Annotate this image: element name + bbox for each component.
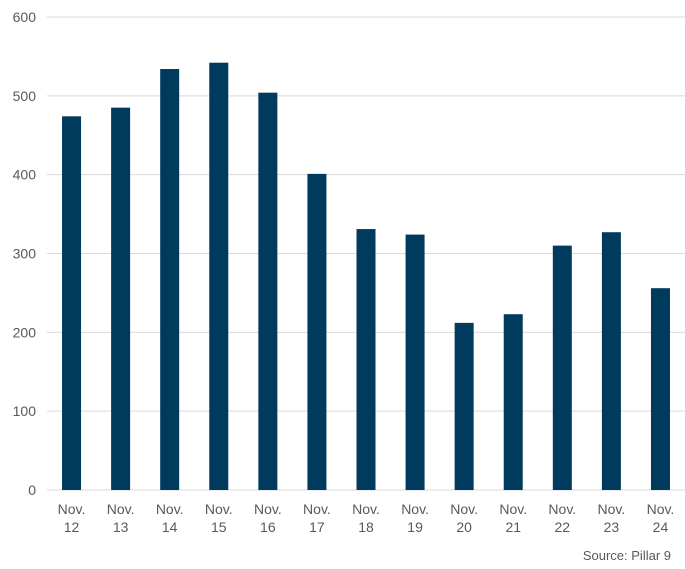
y-tick-label: 100 [13,403,37,419]
y-tick-label: 500 [13,88,37,104]
x-tick-label: Nov. 12 [58,501,86,535]
bar [209,62,229,491]
x-tick-label: Nov. 13 [107,501,135,535]
bars [62,62,670,491]
x-axis-ticks: Nov. 12 Nov. 13 Nov. 14 Nov. 15 Nov. 16 Nov. 17 Nov.… [58,501,675,535]
y-tick-label: 400 [13,167,37,183]
bar [258,92,278,491]
y-tick-label: 200 [13,324,37,340]
bar [503,314,523,490]
x-tick-label: Nov. 14 [156,501,184,535]
source-note: Source: Pillar 9 [582,548,671,563]
x-tick-label: Nov. 19 [401,501,429,535]
x-tick-label: Nov. 16 [254,501,282,535]
x-tick-label: Nov. 24 [647,501,675,535]
bar [405,234,425,490]
bar [552,245,572,490]
bar [160,69,180,490]
x-tick-label: Nov. 23 [598,501,626,535]
x-tick-label: Nov. 21 [499,501,527,535]
x-tick-label: Nov. 17 [303,501,331,535]
bar [111,107,131,491]
y-tick-label: 600 [13,9,37,25]
y-tick-label: 300 [13,246,37,262]
bar [454,322,474,490]
y-tick-label: 0 [28,482,36,498]
bar [62,116,82,490]
x-tick-label: Nov. 22 [548,501,576,535]
x-tick-label: Nov. 15 [205,501,233,535]
y-axis-ticks: 0 100 200 300 400 500 600 [13,9,37,498]
x-tick-label: Nov. 18 [352,501,380,535]
bar [356,229,376,491]
bar [601,232,621,490]
bar [650,288,670,490]
bar [307,173,327,490]
x-tick-label: Nov. 20 [450,501,478,535]
